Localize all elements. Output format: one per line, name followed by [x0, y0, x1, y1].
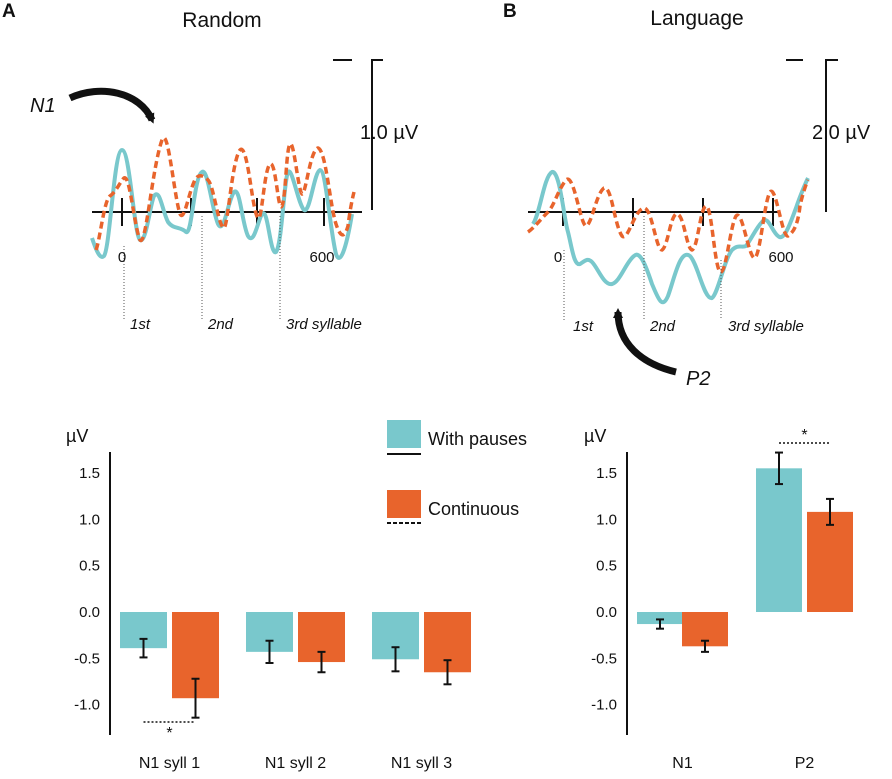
bar-chart-language: µV 1.5 1.0 0.5 0.0 -0.5 -1.0 N1 P2 *: [584, 426, 853, 772]
erp-random-n1-label: N1: [30, 95, 56, 117]
y-tick-label: 0.0: [79, 604, 100, 621]
category-label: N1 syll 2: [265, 755, 326, 772]
y-tick-label: -1.0: [74, 697, 100, 714]
erp-random-tick-zero: 0: [118, 249, 126, 266]
bar-with-pauses: [756, 468, 802, 612]
erp-random-syllable-1: 1st: [130, 316, 151, 333]
significance-star: *: [166, 725, 172, 742]
category-label: N1 syll 1: [139, 755, 200, 772]
y-tick-label: -1.0: [591, 697, 617, 714]
panel-a-title: Random: [182, 9, 261, 32]
erp-language-scale-label: 2.0 µV: [812, 122, 871, 144]
y-tick-label: 0.5: [79, 558, 100, 575]
erp-random-syllable-2: 2nd: [207, 316, 234, 333]
erp-language-p2-arrow: [613, 308, 677, 376]
legend-label-continuous: Continuous: [428, 499, 519, 519]
category-label: N1: [672, 755, 693, 772]
erp-random-syllable-3: 3rd syllable: [286, 316, 362, 333]
y-axis-label: µV: [584, 426, 606, 446]
legend-swatch-with-pauses: [387, 420, 421, 448]
y-tick-label: 0.0: [596, 604, 617, 621]
erp-random-plot: 0 600 1st 2nd 3rd syllable 1.0 µV N1: [30, 59, 419, 333]
y-tick-label: -0.5: [591, 650, 617, 667]
bar-continuous: [807, 511, 853, 612]
category-label: N1 syll 3: [391, 755, 452, 772]
significance-star: *: [801, 427, 807, 444]
y-tick-label: 0.5: [596, 558, 617, 575]
legend: With pauses Continuous: [387, 420, 527, 524]
legend-swatch-continuous: [387, 490, 421, 518]
erp-language-p2-label: P2: [686, 368, 710, 390]
erp-random-continuous-trace: [94, 135, 356, 251]
erp-random-n1-arrow: [68, 87, 156, 124]
legend-label-with-pauses: With pauses: [428, 429, 527, 449]
bar-chart-random: µV 1.5 1.0 0.5 0.0 -0.5 -1.0 N1 syll 1 N1 syll 2…: [66, 426, 471, 772]
erp-language-syllable-1: 1st: [573, 318, 594, 335]
erp-language-continuous-trace: [526, 177, 810, 274]
panel-b-label: B: [503, 1, 517, 22]
erp-language-plot: 0 600 1st 2nd 3rd syllable 2.0 µV P2: [526, 59, 871, 390]
category-label: P2: [795, 755, 815, 772]
y-axis-label: µV: [66, 426, 88, 446]
erp-random-scale-label: 1.0 µV: [360, 122, 419, 144]
y-tick-label: 1.5: [596, 465, 617, 482]
erp-language-tick-600: 600: [768, 249, 793, 266]
erp-language-with-pauses-trace: [531, 169, 810, 305]
y-tick-label: 1.0: [596, 511, 617, 528]
bar-with-pauses: [637, 612, 683, 625]
y-tick-label: 1.0: [79, 511, 100, 528]
panel-b-title: Language: [650, 7, 743, 30]
erp-language-tick-zero: 0: [554, 249, 562, 266]
panel-a-label: A: [2, 1, 16, 22]
erp-language-syllable-3: 3rd syllable: [728, 318, 804, 335]
y-tick-label: 1.5: [79, 465, 100, 482]
erp-random-with-pauses-trace: [90, 147, 354, 260]
y-tick-label: -0.5: [74, 650, 100, 667]
erp-language-syllable-2: 2nd: [649, 318, 676, 335]
erp-random-tick-600: 600: [309, 249, 334, 266]
